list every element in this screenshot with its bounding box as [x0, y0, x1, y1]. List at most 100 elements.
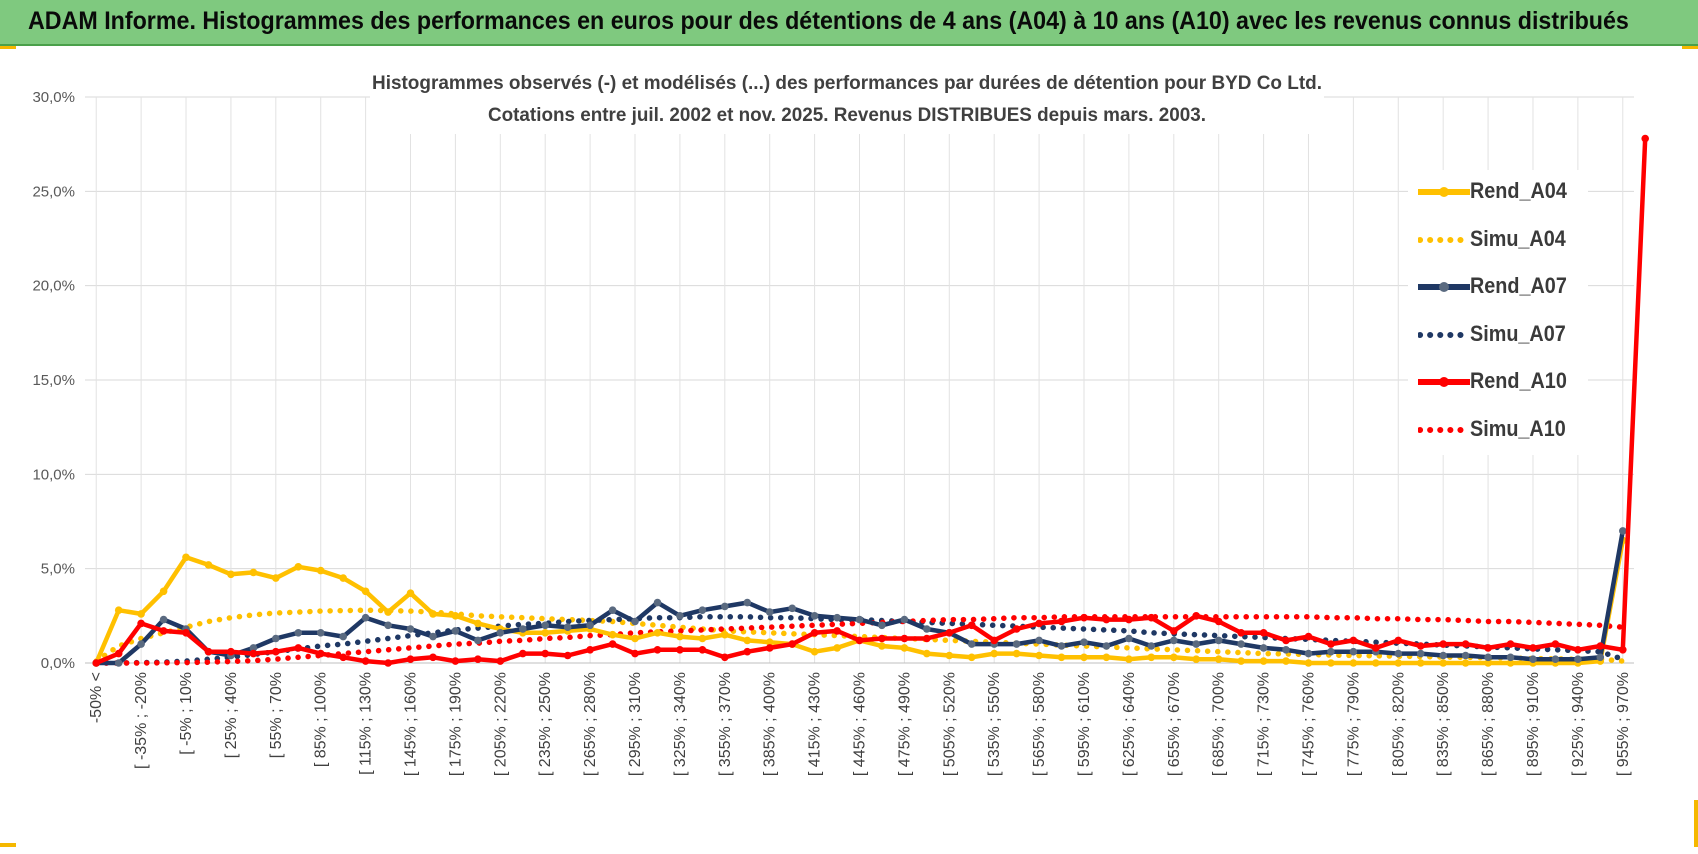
data-point-rend-a10: [1259, 629, 1268, 637]
data-point-rend-a04: [1461, 659, 1470, 667]
x-tick-label: -50% <: [88, 672, 105, 723]
x-tick-label: [ 25% ; 40%: [223, 672, 240, 758]
data-point-rend-a10: [1282, 636, 1290, 645]
data-point-rend-a04: [765, 638, 774, 646]
legend-label-rend-a07: Rend_A07: [1470, 273, 1567, 298]
data-point-rend-a07: [900, 615, 909, 624]
data-point-rend-a10: [137, 619, 145, 628]
data-point-rend-a10: [1080, 613, 1088, 622]
data-point-rend-a07: [1057, 642, 1066, 650]
data-point-rend-a07: [967, 640, 976, 648]
x-tick-label: [ 835% ; 850%: [1435, 672, 1452, 776]
data-point-rend-a10: [563, 651, 572, 660]
data-point-rend-a04: [227, 570, 235, 579]
data-point-rend-a10: [1506, 640, 1515, 648]
data-point-rend-a07: [1349, 647, 1358, 656]
data-point-rend-a07: [1327, 647, 1335, 656]
data-point-rend-a04: [316, 566, 325, 575]
data-point-rend-a10: [1394, 636, 1403, 645]
legend-label-simu-a07: Simu_A07: [1470, 320, 1566, 346]
x-tick-label: [ 145% ; 160%: [403, 672, 420, 776]
data-point-rend-a10: [1327, 640, 1335, 648]
data-point-rend-a07: [406, 625, 415, 633]
data-point-rend-a10: [339, 653, 348, 662]
data-point-rend-a07: [1619, 527, 1627, 535]
data-point-rend-a07: [855, 615, 864, 624]
data-point-rend-a10: [676, 646, 684, 654]
y-tick-label: 0,0%: [41, 655, 75, 672]
data-point-rend-a10: [474, 655, 482, 663]
x-tick-label: [ 355% ; 370%: [717, 672, 734, 776]
legend-item-rend-a07: Rend_A07: [1408, 265, 1588, 313]
x-tick-label: [ 625% ; 640%: [1121, 672, 1138, 776]
data-point-rend-a10: [519, 649, 527, 658]
x-tick-label: [ 775% ; 790%: [1345, 672, 1362, 776]
data-point-rend-a07: [1529, 655, 1537, 663]
data-point-rend-a10: [878, 634, 886, 643]
axis-labels: 0,0% 5,0% 10,0% 15,0% 20,0% 25,0% 30,0% -50% < […: [32, 89, 1631, 776]
legend-swatch-rend-a07: [1418, 282, 1470, 292]
data-point-rend-a04: [900, 644, 909, 652]
data-point-rend-a04: [721, 630, 729, 639]
data-point-rend-a07: [137, 640, 145, 648]
data-point-rend-a04: [1394, 659, 1403, 667]
data-point-rend-a07: [698, 606, 707, 614]
data-point-rend-a04: [339, 574, 348, 582]
y-tick-label: 15,0%: [32, 372, 75, 389]
x-tick-label: [ 475% ; 490%: [896, 672, 913, 776]
y-tick-label: 10,0%: [32, 466, 75, 483]
data-point-rend-a04: [361, 587, 370, 596]
data-point-rend-a10: [586, 646, 594, 654]
data-point-rend-a07: [765, 608, 774, 616]
data-point-rend-a07: [1574, 655, 1582, 663]
legend-swatch-rend-a04: [1418, 187, 1470, 197]
x-tick-label: [ 445% ; 460%: [852, 672, 869, 776]
x-tick-label: [ 535% ; 550%: [986, 672, 1003, 776]
x-tick-label: [ 265% ; 280%: [582, 672, 599, 776]
data-point-rend-a07: [1214, 636, 1223, 645]
data-point-rend-a07: [1170, 636, 1178, 645]
data-point-rend-a10: [114, 649, 123, 658]
data-point-rend-a04: [1214, 655, 1223, 663]
series-line-simu-a04: [93, 607, 1626, 664]
data-point-rend-a04: [1506, 659, 1515, 667]
data-point-rend-a07: [586, 621, 594, 630]
data-point-rend-a04: [653, 629, 662, 637]
legend-item-simu-a07: Simu_A07: [1408, 313, 1588, 361]
data-point-rend-a07: [653, 598, 662, 607]
x-tick-label: [ 745% ; 760%: [1300, 672, 1317, 776]
data-point-rend-a04: [114, 606, 123, 614]
data-point-rend-a04: [1327, 659, 1335, 667]
x-tick-label: [ 715% ; 730%: [1256, 672, 1273, 776]
data-point-rend-a10: [159, 627, 168, 635]
data-point-rend-a07: [114, 659, 123, 667]
data-point-rend-a10: [855, 636, 864, 645]
corner-accent-bottom-right: [1694, 800, 1698, 847]
data-point-rend-a10: [1170, 627, 1178, 635]
data-point-rend-a04: [990, 649, 998, 658]
y-tick-label: 25,0%: [32, 183, 75, 200]
legend-item-rend-a10: Rend_A10: [1408, 360, 1588, 408]
x-tick-label: [ 85% ; 100%: [313, 672, 330, 767]
x-tick-label: [ 895% ; 910%: [1525, 672, 1542, 776]
data-point-rend-a07: [496, 629, 505, 637]
data-point-rend-a04: [1484, 659, 1492, 667]
series-lines: [92, 134, 1649, 667]
data-point-rend-a07: [1394, 649, 1403, 658]
data-point-rend-a04: [1192, 655, 1200, 663]
data-point-rend-a04: [249, 568, 258, 577]
legend-swatch-simu-a10: [1418, 426, 1470, 433]
data-point-rend-a10: [1102, 615, 1111, 624]
data-point-rend-a07: [159, 615, 168, 624]
data-point-rend-a07: [519, 625, 527, 633]
data-point-rend-a04: [272, 574, 280, 582]
data-point-rend-a10: [1147, 613, 1156, 622]
data-point-rend-a04: [1372, 659, 1380, 667]
legend-label-simu-a04: Simu_A04: [1470, 225, 1566, 251]
data-point-rend-a04: [878, 642, 886, 650]
data-point-rend-a07: [249, 644, 258, 652]
series-line-simu-a10: [93, 614, 1626, 666]
data-point-rend-a10: [1529, 644, 1537, 652]
data-point-rend-a04: [1080, 653, 1088, 662]
x-tick-label: [ 925% ; 940%: [1570, 672, 1587, 776]
